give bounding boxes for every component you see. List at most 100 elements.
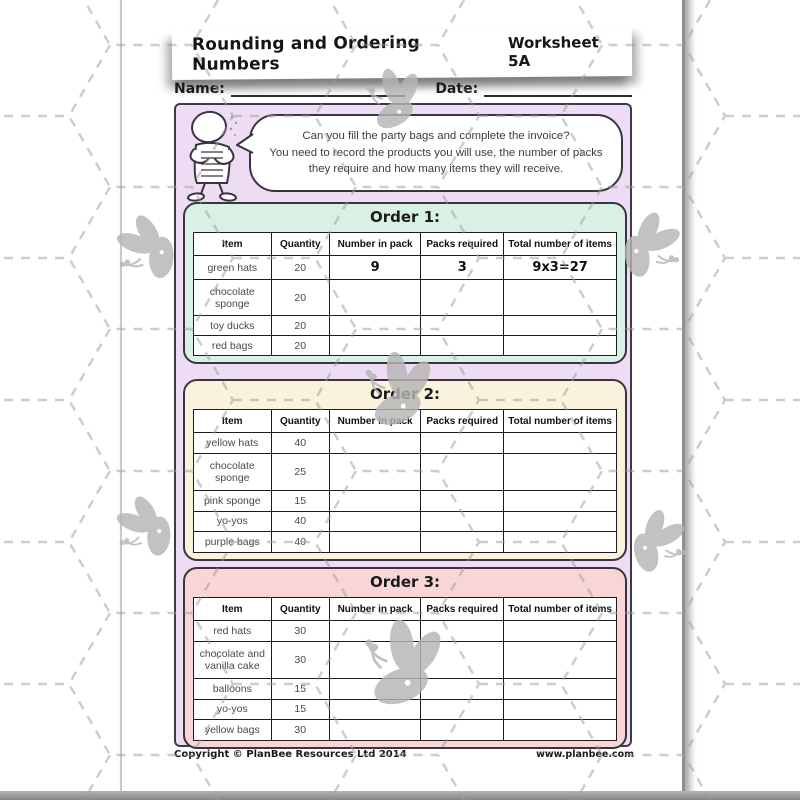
page-footer: Copyright © PlanBee Resources Ltd 2014 w… xyxy=(174,749,634,760)
date-label: Date: xyxy=(435,81,479,97)
quantity-cell: 25 xyxy=(270,452,330,491)
answer-cell xyxy=(503,510,617,533)
column-header: Total number of items xyxy=(503,232,617,256)
quantity-cell: 40 xyxy=(270,510,330,533)
item-cell: yellow hats xyxy=(193,432,272,454)
item-cell: yo-yos xyxy=(193,510,272,533)
answer-cell: 9x3=27 xyxy=(503,255,617,280)
name-label: Name: xyxy=(174,81,225,97)
answer-cell xyxy=(503,620,617,642)
speech-bubble: Can you fill the party bags and complete… xyxy=(236,114,623,192)
speech-bubble-tail xyxy=(236,133,254,154)
item-cell: chocolate sponge xyxy=(193,279,272,316)
table-row: yo-yos 40 xyxy=(193,510,617,533)
answer-cell xyxy=(503,432,617,454)
website-text: www.planbee.com xyxy=(536,749,634,760)
column-header: Number in pack xyxy=(328,409,422,433)
answer-cell xyxy=(503,315,617,336)
answer-cell xyxy=(420,489,505,512)
table-row: green hats 20 9 3 9x3=27 xyxy=(193,255,617,280)
answer-cell xyxy=(328,640,422,679)
quantity-cell: 40 xyxy=(270,531,330,553)
table-row: yellow bags 30 xyxy=(193,719,617,741)
column-header: Packs required xyxy=(420,232,505,256)
column-header: Number in pack xyxy=(328,232,422,256)
answer-cell xyxy=(503,452,617,491)
table-row: red hats 30 xyxy=(193,620,617,642)
column-header: Total number of items xyxy=(503,597,617,621)
answer-cell: 3 xyxy=(420,255,505,280)
quantity-cell: 20 xyxy=(270,335,330,356)
item-cell: toy ducks xyxy=(193,315,272,336)
worksheet-number: Worksheet 5A xyxy=(507,33,599,71)
column-header: Number in pack xyxy=(328,597,422,621)
table-row: purple bags 40 xyxy=(193,531,617,553)
answer-cell xyxy=(328,510,422,533)
answer-cell xyxy=(328,677,422,700)
order-2-section: Order 2: Item Quantity Number in pack Packs… xyxy=(183,379,627,561)
quantity-cell: 30 xyxy=(270,719,330,741)
column-header: Quantity xyxy=(270,409,330,433)
table-row: balloons 15 xyxy=(193,677,617,700)
item-cell: green hats xyxy=(193,255,272,280)
answer-cell xyxy=(420,315,505,336)
order-title: Order 3: xyxy=(369,573,441,591)
answer-cell xyxy=(420,335,505,356)
answer-cell xyxy=(503,640,617,679)
answer-cell xyxy=(328,279,422,316)
order-table: Item Quantity Number in pack Packs required… xyxy=(193,409,617,553)
answer-cell xyxy=(503,335,617,356)
answer-cell xyxy=(420,640,505,679)
table-row: yo-yos 15 xyxy=(193,698,617,721)
answer-cell xyxy=(503,489,617,512)
answer-cell xyxy=(503,698,617,721)
quantity-cell: 30 xyxy=(270,640,330,679)
item-cell: chocolate and vanilla cake xyxy=(193,640,272,679)
answer-cell xyxy=(503,279,617,316)
table-row: chocolate sponge 20 xyxy=(193,279,617,316)
quantity-cell: 15 xyxy=(270,698,330,721)
answer-cell xyxy=(328,531,422,553)
header-row: Item Quantity Number in pack Packs required… xyxy=(193,232,617,256)
answer-cell xyxy=(503,531,617,553)
answer-cell xyxy=(420,510,505,533)
answer-cell xyxy=(420,677,505,700)
name-blank-line xyxy=(230,81,406,97)
column-header: Item xyxy=(193,597,272,621)
header-row: Item Quantity Number in pack Packs required… xyxy=(193,409,617,433)
item-cell: balloons xyxy=(193,677,272,700)
table-row: red bags 20 xyxy=(193,335,617,356)
column-header: Packs required xyxy=(420,409,505,433)
order-title: Order 1: xyxy=(369,208,441,226)
instructions-text: Can you fill the party bags and complete… xyxy=(269,129,603,176)
worksheet-page: Rounding and Ordering Numbers Worksheet … xyxy=(120,0,685,794)
name-date-row: Name: Date: xyxy=(174,81,634,97)
quantity-cell: 40 xyxy=(270,432,330,454)
order-table: Item Quantity Number in pack Packs required… xyxy=(193,232,617,356)
answer-cell xyxy=(328,489,422,512)
header-row: Item Quantity Number in pack Packs required… xyxy=(193,597,617,621)
answer-cell xyxy=(328,315,422,336)
table-row: toy ducks 20 xyxy=(193,315,617,336)
answer-cell xyxy=(420,279,505,316)
date-blank-line xyxy=(484,81,632,97)
answer-cell xyxy=(420,531,505,553)
photo-bottom-edge xyxy=(0,791,800,800)
answer-cell xyxy=(503,677,617,700)
answer-cell xyxy=(420,620,505,642)
answer-cell xyxy=(420,698,505,721)
order-3-section: Order 3: Item Quantity Number in pack Packs… xyxy=(183,567,627,749)
answer-cell xyxy=(503,719,617,741)
item-cell: pink sponge xyxy=(193,489,272,512)
title-banner: Rounding and Ordering Numbers Worksheet … xyxy=(171,25,633,81)
table-row: chocolate sponge 25 xyxy=(193,452,617,491)
answer-cell xyxy=(328,452,422,491)
quantity-cell: 20 xyxy=(270,279,330,316)
table-row: chocolate and vanilla cake 30 xyxy=(193,640,617,679)
column-header: Item xyxy=(193,232,272,256)
quantity-cell: 20 xyxy=(270,255,330,280)
item-cell: chocolate sponge xyxy=(193,452,272,491)
answer-cell xyxy=(420,452,505,491)
order-1-section: Order 1: Item Quantity Number in pack Packs… xyxy=(183,202,627,364)
